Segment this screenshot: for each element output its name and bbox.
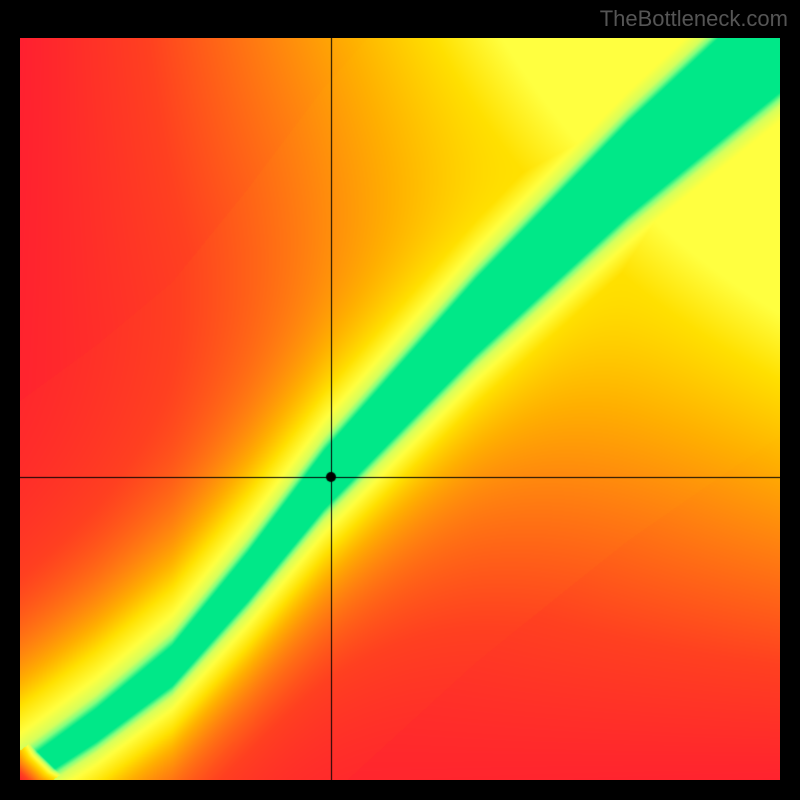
chart-container: TheBottleneck.com (0, 0, 800, 800)
plot-area (20, 38, 780, 780)
heatmap-canvas (20, 38, 780, 780)
watermark-text: TheBottleneck.com (600, 6, 788, 32)
